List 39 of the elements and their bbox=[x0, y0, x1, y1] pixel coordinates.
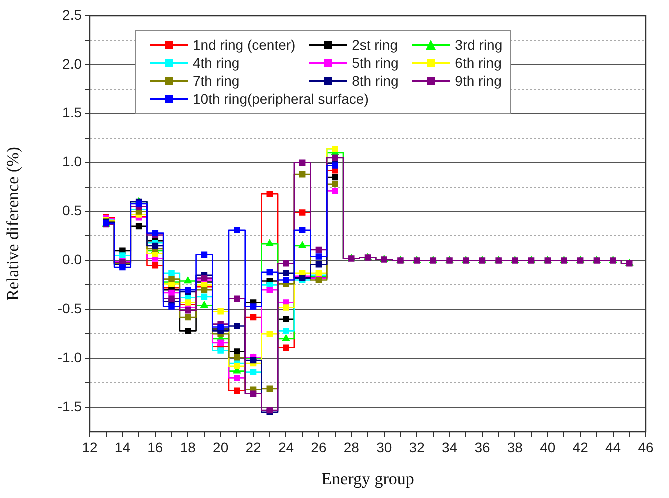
y-tick-label: 2.0 bbox=[62, 56, 82, 72]
x-tick-label: 26 bbox=[311, 439, 327, 456]
x-tick-label: 18 bbox=[180, 439, 196, 456]
x-tick-label: 24 bbox=[278, 439, 294, 456]
x-tick-label: 20 bbox=[213, 439, 229, 456]
x-tick-label: 16 bbox=[148, 439, 164, 456]
x-tick-label: 30 bbox=[376, 439, 392, 456]
x-tick-label: 46 bbox=[638, 439, 654, 456]
legend-label: 8th ring bbox=[352, 73, 399, 89]
x-tick-label: 14 bbox=[114, 439, 131, 456]
legend-label: 2st ring bbox=[352, 37, 398, 53]
x-tick-label: 42 bbox=[572, 439, 589, 456]
x-tick-label: 32 bbox=[409, 439, 426, 456]
y-tick-label: 1.5 bbox=[62, 104, 82, 121]
y-axis-title: Relative diference (%) bbox=[4, 147, 23, 301]
y-tick-label: 0.0 bbox=[62, 252, 82, 268]
y-tick-label: 0.5 bbox=[62, 202, 82, 219]
x-axis-title: Energy group bbox=[322, 469, 414, 488]
y-tick-label: 2.5 bbox=[62, 6, 82, 23]
x-tick-label: 28 bbox=[344, 439, 360, 456]
legend-label: 5th ring bbox=[352, 55, 399, 71]
y-tick-label: -0.5 bbox=[58, 300, 82, 317]
legend-label: 10th ring(peripheral surface) bbox=[193, 91, 369, 107]
legend-label: 6th ring bbox=[455, 55, 502, 71]
legend-label: 1nd ring (center) bbox=[193, 37, 296, 53]
legend-label: 7th ring bbox=[193, 73, 240, 89]
y-tick-label: -1.0 bbox=[58, 349, 82, 366]
y-tick-label: -1.5 bbox=[58, 398, 82, 414]
legend-label: 3rd ring bbox=[455, 37, 503, 53]
x-tick-label: 38 bbox=[507, 439, 524, 456]
x-tick-label: 34 bbox=[442, 439, 458, 456]
legend-label: 9th ring bbox=[455, 73, 502, 89]
x-tick-label: 12 bbox=[82, 439, 98, 456]
x-tick-label: 44 bbox=[606, 439, 622, 456]
x-tick-label: 40 bbox=[540, 439, 556, 456]
x-tick-label: 36 bbox=[474, 439, 490, 456]
legend-label: 4th ring bbox=[193, 55, 240, 71]
y-tick-label: 1.0 bbox=[62, 154, 82, 170]
x-tick-label: 22 bbox=[246, 439, 262, 456]
